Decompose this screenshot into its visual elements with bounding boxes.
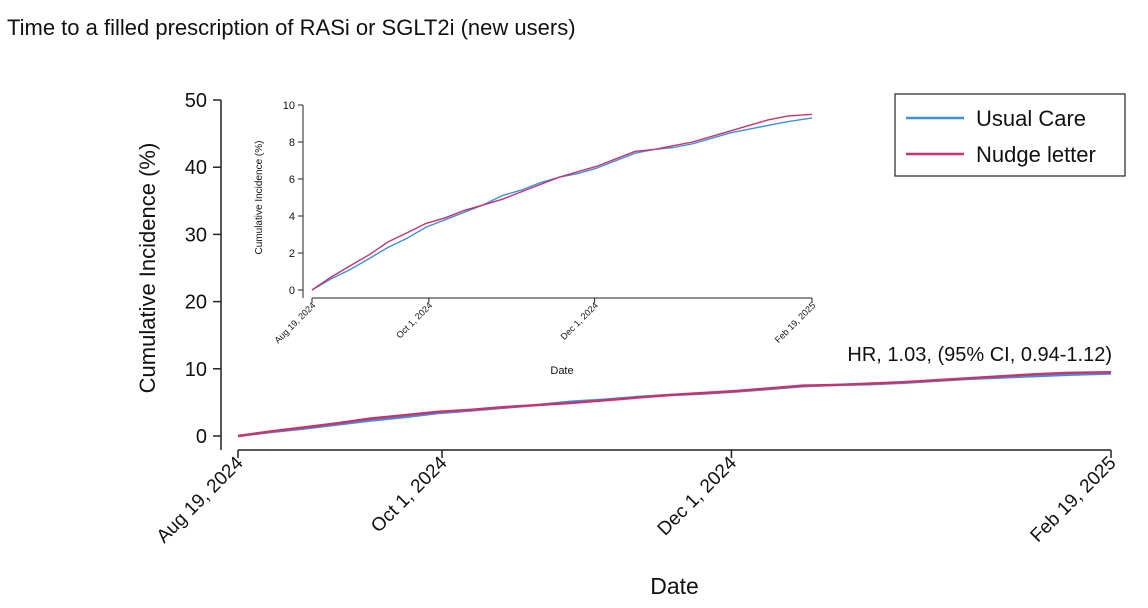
main-series-line-usual-care [237,372,1112,438]
main-y-axis-title: Cumulative Incidence (%) [135,143,160,394]
hazard-ratio-annotation: HR, 1.03, (95% CI, 0.94-1.12) [847,344,1112,366]
inset-y-tick-label: 8 [289,137,295,149]
legend: Usual Care Nudge letter [894,93,1126,177]
inset-y-tick-label: 4 [289,211,295,223]
chart-title: Time to a filled prescription of RASi or… [7,15,576,40]
main-y-tick-label: 0 [196,426,207,448]
main-y-tick-label: 30 [185,224,207,246]
main-x-tick-label: Oct 1, 2024 [367,452,452,537]
inset-y-tick-label: 2 [289,248,295,260]
main-y-tick-label: 20 [185,292,207,314]
inset-y-axis-title: Cumulative Incidence (%) [254,141,265,255]
legend-label-nudge-letter: Nudge letter [976,142,1096,167]
main-x-tick-label: Dec 1, 2024 [654,452,742,540]
main-y-tick-label: 40 [185,157,207,179]
inset-y-tick-label: 6 [289,174,295,186]
main-series-line-nudge-letter [237,371,1112,438]
main-x-axis-title: Date [650,573,699,599]
inset-x-axis-title: Date [550,365,573,377]
legend-box [894,93,1126,177]
main-x-tick-label: Aug 19, 2024 [153,452,248,547]
inset-y-tick-label: 0 [289,285,295,297]
legend-label-usual-care: Usual Care [976,106,1086,131]
main-x-tick-label: Feb 19, 2025 [1027,453,1121,547]
main-y-tick-label: 50 [185,90,207,112]
inset-y-tick-label: 10 [283,100,295,112]
main-y-tick-label: 10 [185,359,207,381]
inset-series-line-nudge-letter [311,113,813,291]
inset-background [230,87,838,375]
